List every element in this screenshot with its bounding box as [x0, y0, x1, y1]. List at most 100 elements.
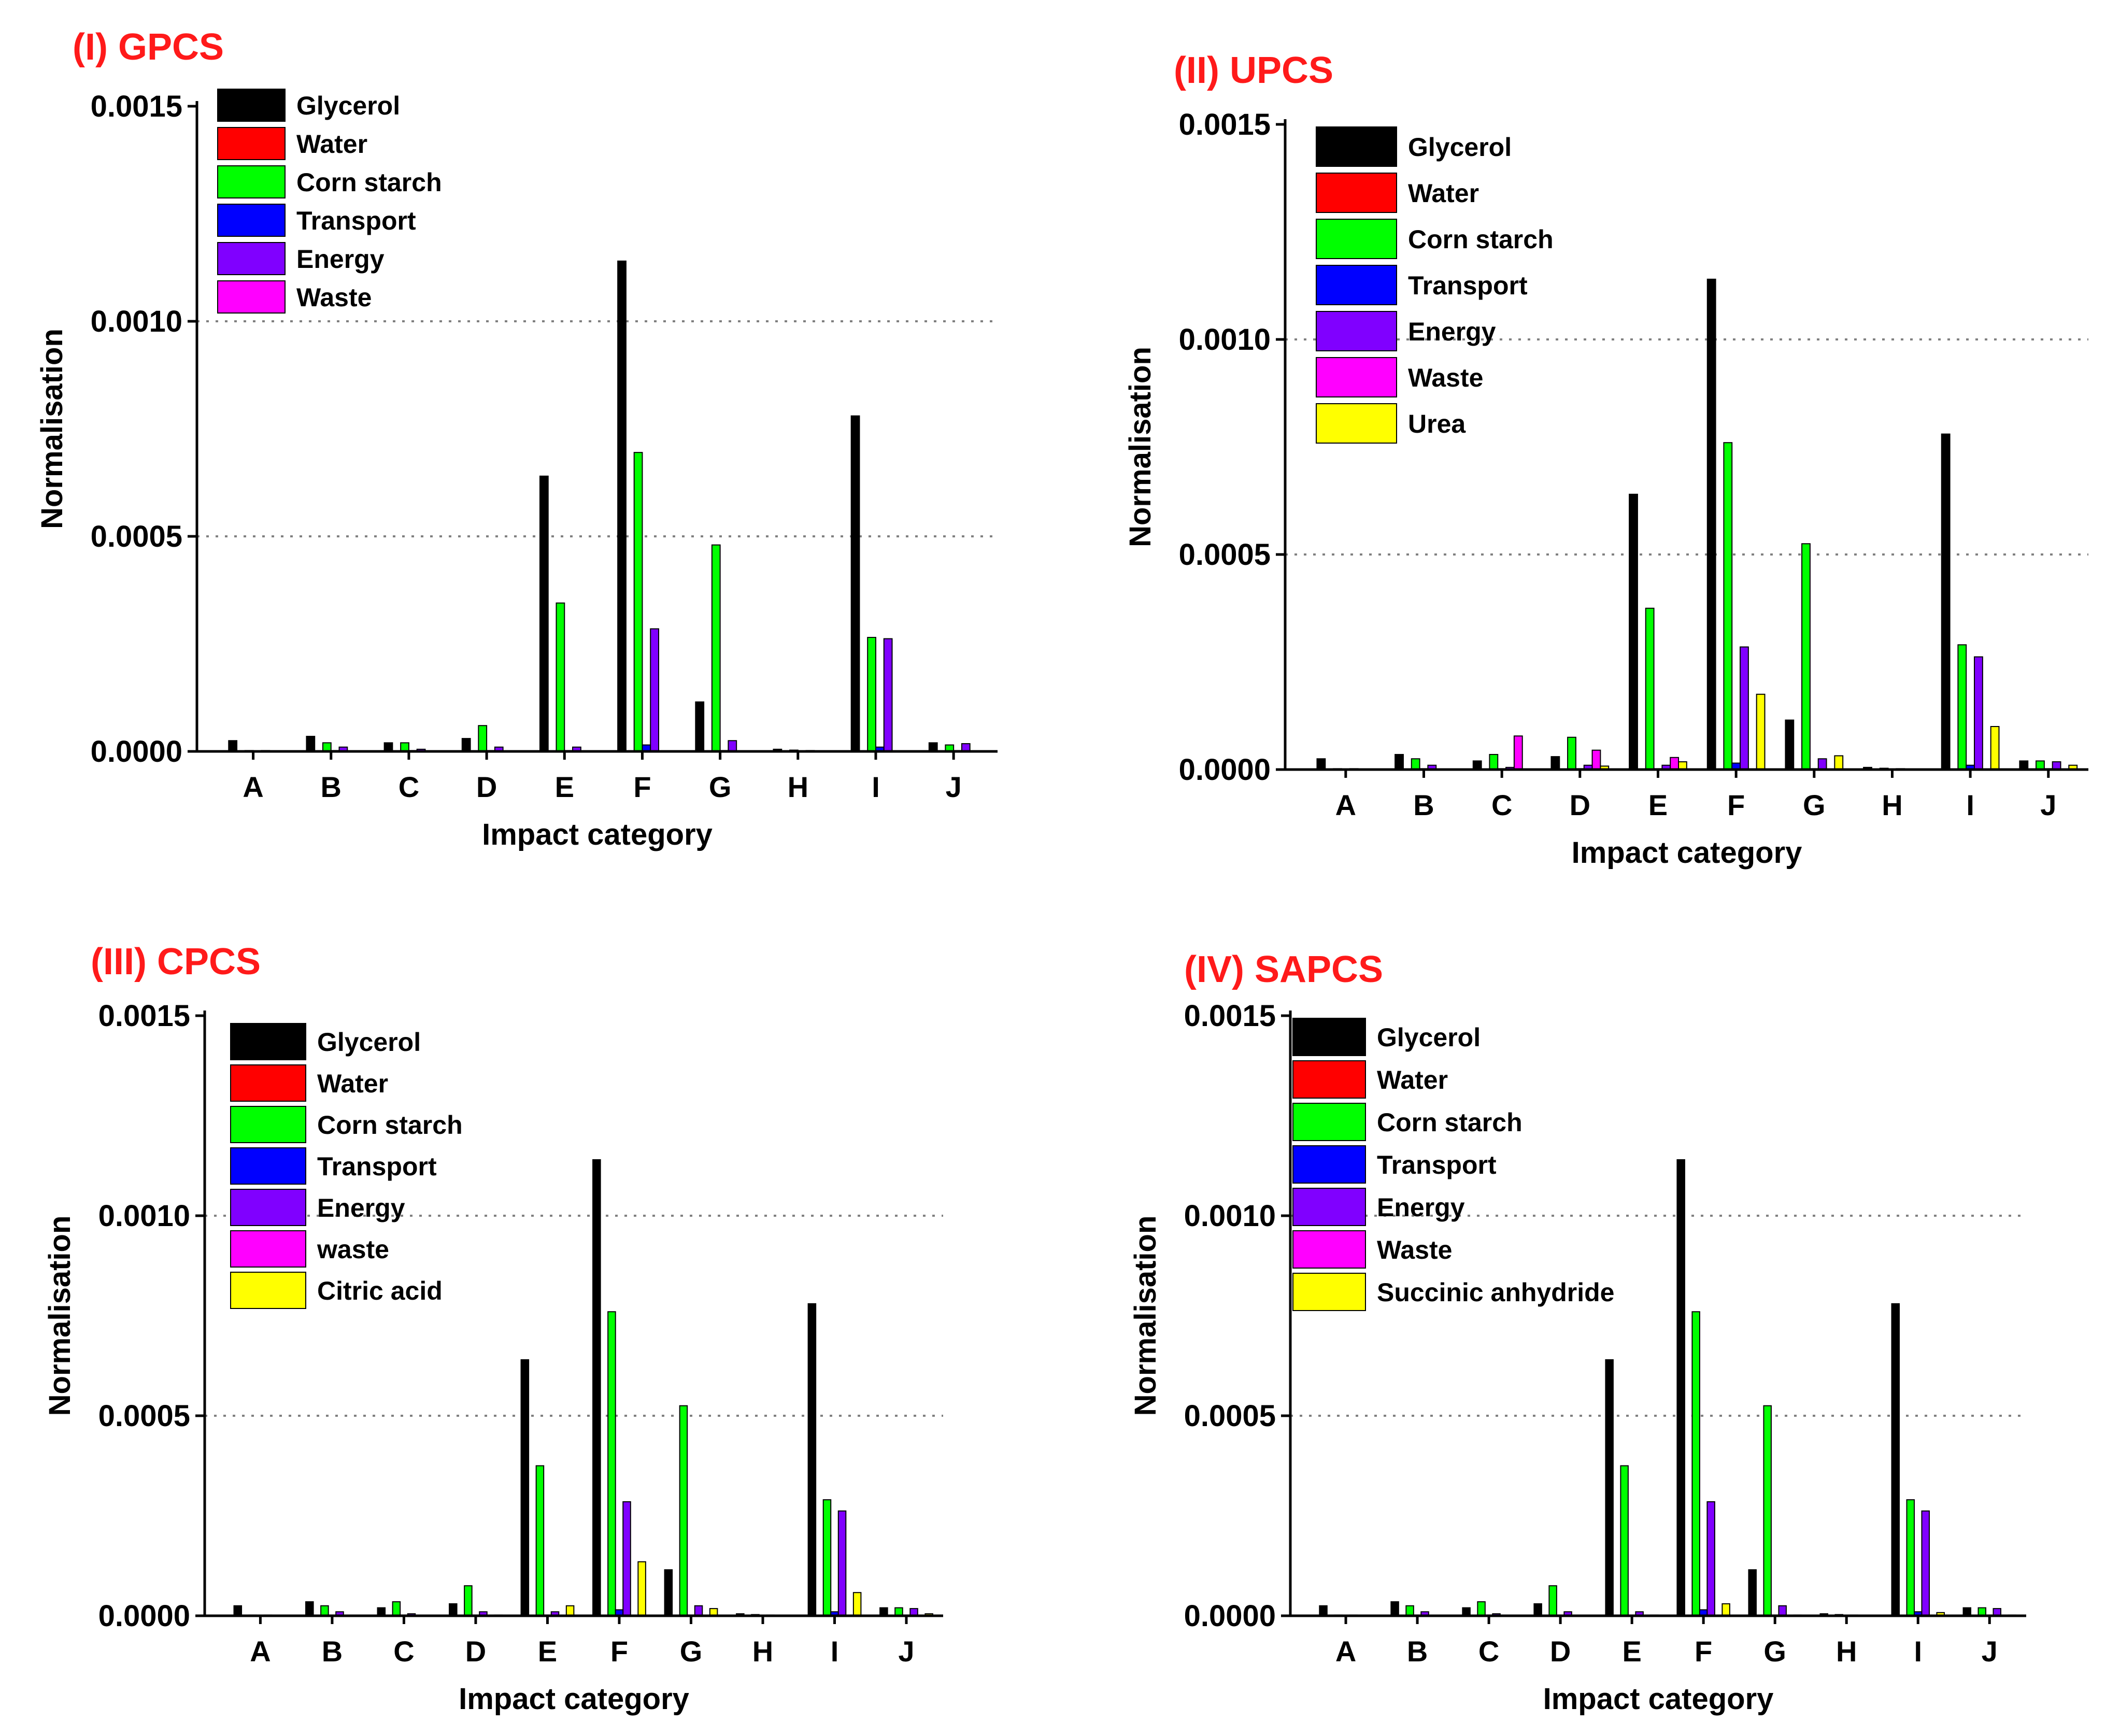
bar-i-urea: [1990, 726, 2000, 770]
x-tick-label: J: [1982, 1635, 1998, 1668]
bar-i-energy: [837, 1510, 847, 1617]
legend-label: Succinic anhydride: [1377, 1278, 1614, 1307]
bar-e-corn-starch: [1620, 1465, 1629, 1616]
x-tick-label: J: [946, 771, 962, 803]
x-tick-label: F: [1695, 1635, 1712, 1668]
bar-f-corn-starch: [607, 1311, 616, 1616]
x-tick-label: F: [1727, 789, 1745, 821]
legend-swatch: [1292, 1188, 1366, 1226]
bar-a-glycerol: [228, 740, 238, 752]
bar-a-glycerol: [1316, 758, 1326, 770]
x-tick-label: I: [872, 771, 880, 803]
y-axis-title: Normalisation: [43, 1216, 77, 1416]
x-tick-label: E: [1648, 789, 1668, 821]
legend-label: Energy: [296, 245, 385, 274]
legend-swatch: [217, 89, 286, 122]
bar-g-glycerol: [664, 1569, 673, 1616]
legend-label: Energy: [1377, 1193, 1465, 1222]
bar-g-glycerol: [1785, 719, 1795, 771]
legend-label: waste: [317, 1235, 389, 1264]
bar-g-energy: [1778, 1605, 1787, 1616]
bar-d-corn-starch: [1567, 736, 1576, 770]
legend-swatch: [230, 1230, 306, 1268]
x-tick-label: B: [321, 771, 341, 803]
bar-a-glycerol: [1319, 1605, 1328, 1616]
bar-d-glycerol: [449, 1603, 458, 1617]
legend-swatch: [217, 280, 286, 314]
bar-f-energy: [1740, 646, 1749, 770]
bar-f-glycerol: [1706, 278, 1716, 770]
legend-label: Glycerol: [1408, 133, 1512, 162]
y-tick-label: 0.0015: [98, 999, 190, 1033]
bar-f-glycerol: [592, 1159, 601, 1616]
legend-label: Transport: [1377, 1150, 1497, 1179]
bar-i-energy: [883, 638, 893, 752]
x-tick-label: D: [1550, 1635, 1571, 1668]
bar-g-energy: [694, 1605, 703, 1616]
x-tick-label: C: [399, 771, 419, 803]
x-tick-label: H: [788, 771, 808, 803]
legend-swatch: [1316, 265, 1397, 305]
panel-3: (III) CPCS 0.0000 0.0005 0.0010 0.0015 A B C D E F…: [43, 941, 943, 1716]
bar-f-corn-starch: [633, 452, 643, 752]
y-tick-label: 0.0010: [91, 305, 182, 338]
bar-e-corn-starch: [556, 602, 565, 752]
legend-swatch: [1292, 1230, 1366, 1269]
x-axis-title: Impact category: [1572, 836, 1802, 870]
bar-c-waste: [1513, 735, 1523, 771]
bar-i-glycerol: [807, 1303, 817, 1617]
bar-i-glycerol: [850, 415, 860, 752]
y-tick-label: 0.0015: [1179, 108, 1271, 141]
bar-i-energy: [1921, 1510, 1930, 1617]
x-tick-label: F: [610, 1635, 628, 1668]
legend-label: Corn starch: [317, 1111, 463, 1140]
bar-b-glycerol: [306, 735, 316, 752]
legend-swatch: [1292, 1060, 1366, 1099]
legend-label: Corn starch: [1408, 225, 1554, 254]
x-tick-label: G: [1763, 1635, 1786, 1668]
bar-c-corn-starch: [392, 1601, 401, 1616]
bar-d-glycerol: [461, 738, 471, 752]
legend-swatch: [230, 1147, 306, 1185]
bar-b-corn-starch: [320, 1605, 329, 1616]
legend-label: Glycerol: [317, 1028, 421, 1057]
bar-g-corn-starch: [711, 544, 721, 752]
x-tick-label: C: [393, 1635, 414, 1668]
bar-d-corn-starch: [1548, 1585, 1557, 1617]
x-tick-label: B: [322, 1635, 343, 1668]
panel-title: (III) CPCS: [91, 941, 261, 983]
legend-label: Water: [296, 130, 367, 159]
legend-label: Glycerol: [1377, 1023, 1481, 1052]
legend-label: Corn starch: [296, 168, 442, 197]
y-tick-label: 0.0005: [1184, 1399, 1276, 1433]
legend-swatch: [1316, 219, 1397, 259]
bar-e-glycerol: [1605, 1359, 1614, 1616]
bar-f-energy: [1706, 1501, 1715, 1616]
x-tick-label: C: [1491, 789, 1512, 821]
legend-label: Transport: [317, 1152, 437, 1181]
bar-e-citric-acid: [565, 1605, 575, 1616]
bar-f-succinic-anhydride: [1721, 1603, 1730, 1617]
x-tick-label: G: [680, 1635, 703, 1668]
legend-swatch: [230, 1189, 306, 1226]
x-tick-label: A: [243, 771, 263, 803]
legend: Glycerol Water Corn starch Transport Energy W…: [217, 89, 442, 314]
bar-g-corn-starch: [679, 1405, 688, 1616]
legend-swatch: [1316, 173, 1397, 213]
x-tick-label: E: [538, 1635, 557, 1668]
bar-i-corn-starch: [1957, 644, 1967, 771]
legend-swatch: [1292, 1145, 1366, 1184]
bar-f-corn-starch: [1691, 1311, 1700, 1616]
bar-i-corn-starch: [867, 637, 876, 752]
bar-d-glycerol: [1533, 1603, 1542, 1617]
bar-d-corn-starch: [464, 1585, 473, 1617]
legend-label: Water: [1377, 1065, 1448, 1094]
panel-title: (IV) SAPCS: [1184, 949, 1383, 990]
panel-2: (II) UPCS 0.0000 0.0005 0.0010 0.0015 A B C D E F G…: [1123, 50, 2088, 870]
x-axis-title: Impact category: [1543, 1682, 1774, 1716]
x-tick-label: I: [1914, 1635, 1922, 1668]
legend-label: Corn starch: [1377, 1108, 1522, 1137]
